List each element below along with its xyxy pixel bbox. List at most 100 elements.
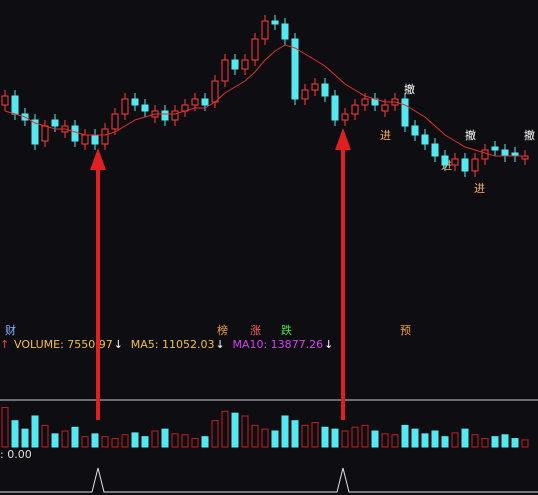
- volume-bar: [1, 407, 9, 448]
- volume-bar: [221, 410, 229, 448]
- candle-body: [201, 98, 209, 106]
- candle-body: [231, 59, 239, 70]
- volume-bar: [241, 415, 249, 448]
- candle-body: [191, 98, 199, 106]
- volume-bar: [91, 433, 99, 448]
- marks: [1, 15, 529, 448]
- volume-bar: [51, 433, 59, 448]
- candle-body: [121, 98, 129, 115]
- candle-body: [491, 146, 499, 151]
- volume-bar: [111, 438, 119, 448]
- volume-bar: [261, 428, 269, 448]
- legend-arrow: ↓: [215, 338, 224, 351]
- volume-bar: [161, 428, 169, 448]
- volume-bar: [461, 428, 469, 448]
- candle-body: [241, 59, 249, 70]
- candle-body: [111, 113, 119, 130]
- candle-body: [71, 125, 79, 142]
- volume-bar: [191, 438, 199, 448]
- indicator-label: : 0.00: [0, 448, 32, 461]
- annotation-arrow: [90, 128, 351, 420]
- candle-body: [291, 38, 299, 100]
- volume-bar: [291, 420, 299, 448]
- legend-arrow: ↑: [0, 338, 9, 351]
- volume-bar: [371, 430, 379, 448]
- legend-text: MA5: 11052.03: [131, 338, 215, 351]
- signal-label: 撤: [524, 128, 535, 142]
- candle-body: [381, 104, 389, 112]
- candle-body: [401, 98, 409, 127]
- volume-bar: [101, 436, 109, 448]
- volume-bar: [401, 424, 409, 448]
- volume-bar: [131, 432, 139, 448]
- volume-bar: [141, 436, 149, 448]
- volume-bar: [431, 430, 439, 448]
- volume-bar: [321, 426, 329, 448]
- candle-body: [281, 23, 289, 40]
- volume-bar: [81, 436, 89, 448]
- volume-bar: [41, 424, 49, 448]
- candle-body: [171, 110, 179, 121]
- candle-body: [481, 149, 489, 160]
- volume-bar: [381, 433, 389, 448]
- signal-label: 进: [474, 182, 485, 195]
- volume-bar: [451, 432, 459, 448]
- volume-bar: [21, 428, 29, 448]
- candle-body: [211, 80, 219, 103]
- volume-bar: [361, 424, 369, 448]
- candle-body: [361, 98, 369, 106]
- volume-bar: [171, 433, 179, 448]
- volume-bar: [421, 433, 429, 448]
- legend-text: VOLUME: 7550.97: [14, 338, 113, 351]
- volume-bar: [481, 438, 489, 448]
- indicator-line: [0, 467, 538, 493]
- volume-bar: [411, 428, 419, 448]
- candle-body: [351, 104, 359, 115]
- candle-body: [321, 83, 329, 97]
- volume-bar: [501, 434, 509, 448]
- volume-bar: [301, 424, 309, 448]
- signal-label: 进: [380, 129, 391, 142]
- candle-body: [441, 155, 449, 166]
- candle-body: [161, 110, 169, 121]
- volume-bar: [121, 434, 129, 448]
- volume-bar: [11, 420, 19, 448]
- volume-bar: [31, 415, 39, 448]
- legend: VOLUME: 7550.97 ↓ MA5: 11052.03 ↓ MA10: 1387…: [14, 338, 333, 351]
- candle-body: [431, 143, 439, 157]
- candle-body: [271, 20, 279, 25]
- volume-bar: [441, 436, 449, 448]
- candle-body: [461, 158, 469, 172]
- candle-body: [261, 20, 269, 40]
- volume-bar: [511, 438, 519, 448]
- candle-body: [411, 125, 419, 136]
- candle-body: [341, 113, 349, 121]
- volume-bar: [491, 436, 499, 448]
- candle-body: [471, 158, 479, 172]
- candle-body: [501, 149, 509, 157]
- candle-body: [101, 128, 109, 145]
- volume-bar: [271, 430, 279, 448]
- candle-body: [251, 38, 259, 61]
- signal-label: 撤: [404, 82, 415, 96]
- volume-bar: [61, 430, 69, 448]
- volume-bar: [71, 426, 79, 448]
- volume-bar: [251, 424, 259, 448]
- candle-body: [51, 119, 59, 127]
- volume-bar: [231, 412, 239, 448]
- ma-line: [4, 44, 525, 157]
- candle-body: [131, 98, 139, 106]
- candle-body: [41, 125, 49, 142]
- candle-body: [311, 83, 319, 91]
- volume-bar: [471, 434, 479, 448]
- candle-body: [331, 95, 339, 121]
- event-label: 榜: [217, 323, 228, 337]
- volume-bar: [201, 436, 209, 448]
- volume-bar: [521, 439, 529, 448]
- volume-bar: [151, 430, 159, 448]
- legend-text: MA10: 13877.26: [232, 338, 323, 351]
- volume-bar: [311, 422, 319, 448]
- candle-body: [221, 59, 229, 82]
